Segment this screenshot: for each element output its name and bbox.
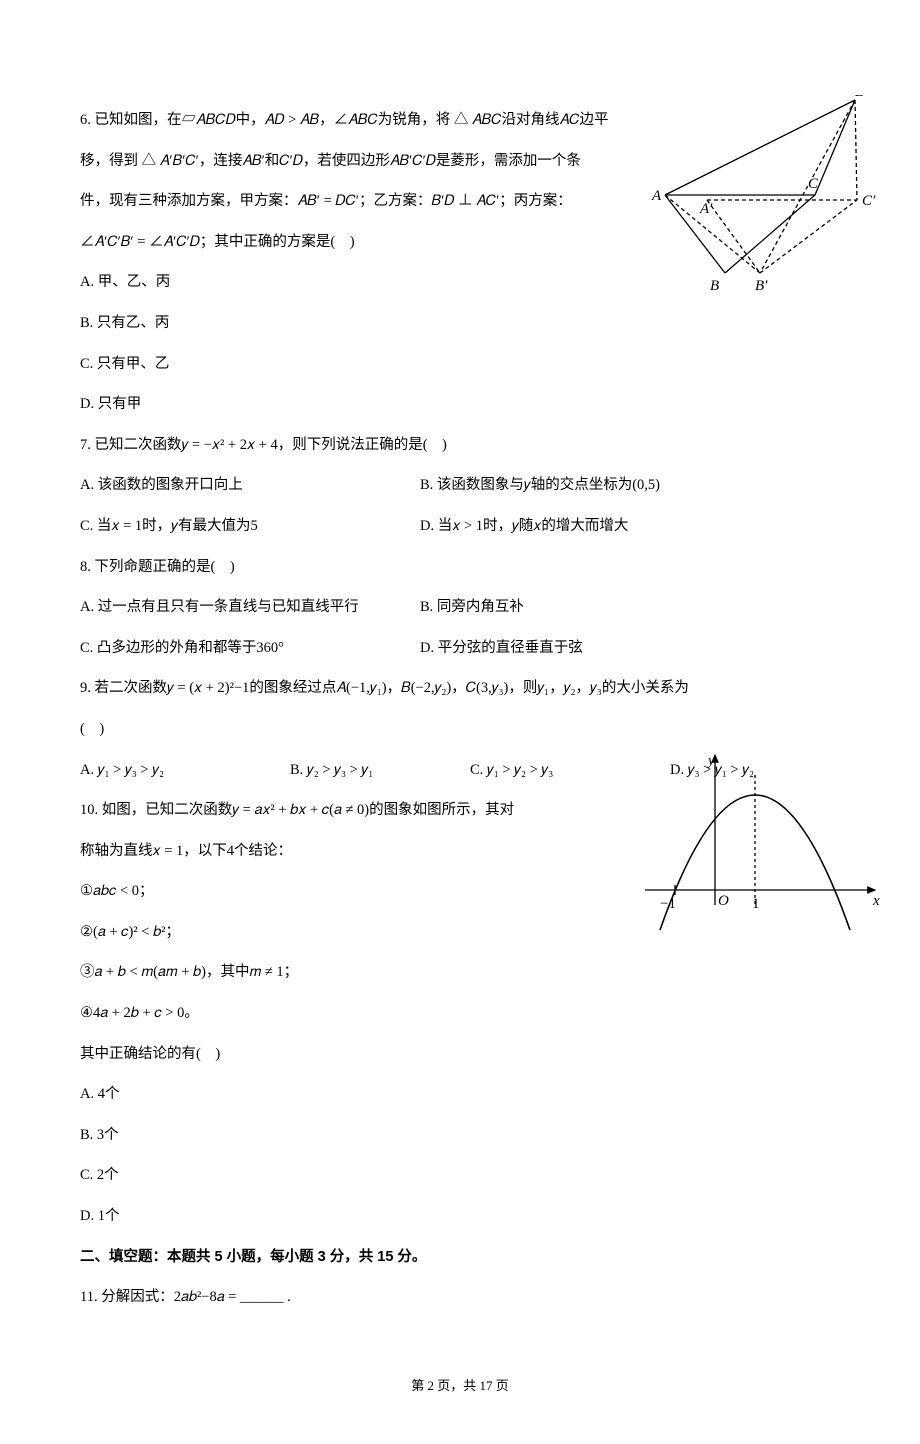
q6-option-c: C. 只有甲、乙: [80, 344, 840, 385]
q10-option-a: A. 4个: [80, 1074, 840, 1115]
q9-stem-line1: 9. 若二次函数𝑦 = (𝑥 + 2)²−1的图象经过点𝐴(−1,𝑦₁)，𝐵(−…: [80, 668, 840, 709]
q10-option-b: B. 3个: [80, 1115, 840, 1156]
svg-text:y: y: [706, 753, 715, 769]
q7-option-d: D. 当𝑥 > 1时，𝑦随𝑥的增大而增大: [420, 506, 800, 547]
section-2-heading: 二、填空题：本题共 5 小题，每小题 3 分，共 15 分。: [80, 1237, 840, 1278]
q6-option-d: D. 只有甲: [80, 384, 840, 425]
q8-option-a: A. 过一点有且只有一条直线与已知直线平行: [80, 587, 420, 628]
q8-option-b: B. 同旁内角互补: [420, 587, 800, 628]
q7-stem: 7. 已知二次函数𝑦 = −𝑥² + 2𝑥 + 4，则下列说法正确的是( ): [80, 425, 840, 466]
q6-stem-line3: 件，现有三种添加方案，甲方案：𝐴𝐵′ = 𝐷𝐶′；乙方案：𝐵′𝐷 ⊥ 𝐴𝐶′；丙…: [80, 181, 840, 222]
q8-stem: 8. 下列命题正确的是( ): [80, 547, 840, 588]
q8-option-d: D. 平分弦的直径垂直于弦: [420, 628, 800, 669]
svg-text:x: x: [872, 893, 880, 909]
q10-stem-line1: 10. 如图，已知二次函数𝑦 = 𝑎𝑥² + 𝑏𝑥 + 𝑐(𝑎 ≠ 0)的图象如…: [80, 790, 840, 831]
q10-conclusion-2: ②(𝑎 + 𝑐)² < 𝑏²；: [80, 912, 840, 953]
page-footer: 第 2 页，共 17 页: [80, 1368, 840, 1404]
q9-stem-line2: ( ): [80, 709, 840, 750]
q10-option-d: D. 1个: [80, 1196, 840, 1237]
q11-stem: 11. 分解因式：2𝑎𝑏²−8𝑎 = ______ .: [80, 1277, 840, 1318]
q7-option-b: B. 该函数图象与𝑦轴的交点坐标为(0,5): [420, 465, 800, 506]
q6-option-a: A. 甲、乙、丙: [80, 262, 840, 303]
q6-option-b: B. 只有乙、丙: [80, 303, 840, 344]
q7-option-a: A. 该函数的图象开口向上: [80, 465, 420, 506]
q6-stem-line2: 移，得到 △ 𝐴′𝐵′𝐶′，连接𝐴𝐵′和𝐶′𝐷，若使四边形𝐴𝐵′𝐶′𝐷是菱形，需…: [80, 141, 840, 182]
q9-option-a: A. 𝑦₁ > 𝑦₃ > 𝑦₂: [80, 750, 290, 791]
q7-option-c: C. 当𝑥 = 1时，𝑦有最大值为5: [80, 506, 420, 547]
q10-conclusion-4: ④4𝑎 + 2𝑏 + 𝑐 > 0。: [80, 993, 840, 1034]
q8-option-c: C. 凸多边形的外角和都等于360°: [80, 628, 420, 669]
q10-stem-line2: 称轴为直线𝑥 = 1，以下4个结论：: [80, 831, 840, 872]
q10-conclusion-3: ③𝑎 + 𝑏 < 𝑚(𝑎𝑚 + 𝑏)，其中𝑚 ≠ 1；: [80, 952, 840, 993]
q10-conclusion-1: ①𝑎𝑏𝑐 < 0；: [80, 871, 840, 912]
q9-option-b: B. 𝑦₂ > 𝑦₃ > 𝑦₁: [290, 750, 470, 791]
q6-stem-line1: 6. 已知如图，在▱𝐴𝐵𝐶𝐷中，𝐴𝐷 > 𝐴𝐵，∠𝐴𝐵𝐶为锐角，将 △ 𝐴𝐵𝐶沿…: [80, 100, 840, 141]
q10-option-c: C. 2个: [80, 1155, 840, 1196]
svg-text:D: D: [854, 95, 866, 100]
svg-text:C′: C′: [862, 193, 876, 209]
q6-stem-line4: ∠𝐴′𝐶′𝐵′ = ∠𝐴′𝐶′𝐷；其中正确的方案是( ): [80, 222, 840, 263]
q10-ask: 其中正确结论的有( ): [80, 1034, 840, 1075]
